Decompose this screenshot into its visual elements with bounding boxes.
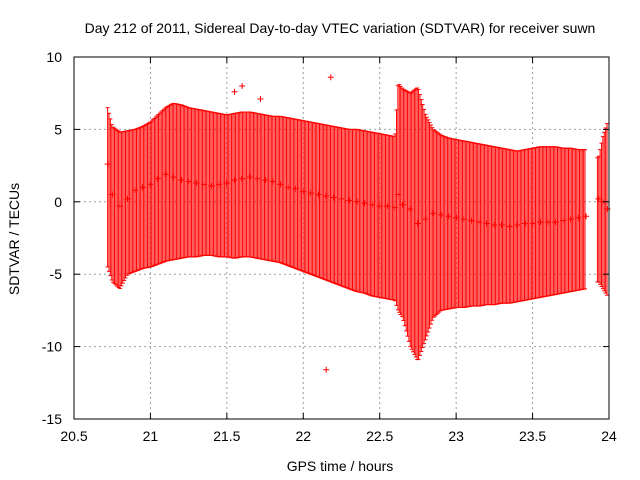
data-point — [491, 221, 498, 228]
data-point — [185, 178, 192, 185]
data-point — [269, 178, 276, 185]
data-point — [384, 203, 391, 210]
data-point — [193, 179, 200, 186]
x-tick-label: 20.5 — [60, 428, 87, 444]
y-tick-label: -10 — [42, 339, 62, 355]
x-tick-label: 24 — [601, 428, 617, 444]
data-point — [353, 198, 360, 205]
data-point — [109, 191, 116, 198]
data-point — [315, 191, 322, 198]
outlier-point — [231, 88, 238, 95]
x-axis-title: GPS time / hours — [287, 458, 394, 474]
data-point — [376, 203, 383, 210]
data-point — [330, 194, 337, 201]
data-point — [560, 217, 567, 224]
data-point — [544, 219, 551, 226]
y-tick-label: 5 — [54, 121, 62, 137]
data-point — [395, 191, 402, 198]
data-point — [246, 174, 253, 181]
data-point — [262, 177, 269, 184]
x-tick-label: 21.5 — [213, 428, 240, 444]
data-point — [575, 214, 582, 221]
data-point — [124, 195, 131, 202]
x-tick-label: 21 — [143, 428, 159, 444]
data-point — [223, 179, 230, 186]
data-point — [460, 216, 467, 223]
x-tick-label: 23.5 — [519, 428, 546, 444]
y-tick-label: 0 — [54, 194, 62, 210]
data-point — [162, 171, 169, 178]
data-point — [292, 185, 299, 192]
data-point — [369, 201, 376, 208]
data-point — [468, 217, 475, 224]
data-layer — [104, 74, 611, 373]
data-point — [338, 195, 345, 202]
tick-layer: 20.5 21 21.5 22 22.5 23 23.5 24 -15 -10 -5 0 5 10 — [42, 49, 617, 444]
data-point — [437, 211, 444, 218]
data-point — [361, 200, 368, 207]
x-tick-label: 22 — [295, 428, 311, 444]
data-point — [414, 220, 421, 227]
data-point — [399, 201, 406, 208]
data-point — [422, 216, 429, 223]
data-point — [521, 220, 528, 227]
plot-frame — [73, 56, 610, 420]
x-tick-label: 22.5 — [366, 428, 393, 444]
x-tick-label: 23 — [448, 428, 464, 444]
data-point — [595, 195, 602, 202]
data-point — [116, 203, 123, 210]
data-point — [307, 190, 314, 197]
outlier-point — [257, 95, 264, 102]
data-point — [216, 181, 223, 188]
data-point — [208, 182, 215, 189]
data-point — [445, 213, 452, 220]
data-point — [104, 161, 111, 168]
data-point — [407, 206, 414, 213]
data-point — [285, 184, 291, 191]
data-point — [178, 177, 184, 184]
data-point — [483, 220, 490, 227]
data-point — [155, 175, 162, 182]
data-point — [537, 219, 544, 226]
outlier-point — [239, 82, 246, 89]
data-point — [476, 219, 483, 226]
data-point — [200, 181, 207, 188]
data-point — [300, 188, 307, 195]
data-point — [430, 210, 437, 217]
data-point — [346, 197, 353, 204]
data-point — [277, 181, 284, 188]
data-point — [583, 213, 590, 220]
data-point — [392, 204, 398, 211]
y-tick-label: -15 — [42, 411, 62, 427]
chart-title: Day 212 of 2011, Sidereal Day-to-day VTE… — [85, 20, 596, 36]
data-point — [239, 175, 246, 182]
data-point — [552, 219, 559, 226]
data-point — [514, 221, 521, 228]
data-point — [453, 214, 460, 221]
y-axis-title: SDTVAR / TECUs — [6, 183, 22, 295]
data-point — [147, 181, 154, 188]
y-tick-label: 10 — [46, 49, 62, 65]
y-tick-label: -5 — [50, 266, 63, 282]
data-point — [132, 187, 139, 194]
data-point — [323, 193, 330, 200]
data-point — [170, 174, 177, 181]
data-point — [529, 220, 536, 227]
data-point — [499, 221, 505, 228]
data-point — [254, 175, 261, 182]
data-point — [506, 223, 513, 230]
data-point — [139, 184, 146, 191]
outlier-point — [327, 74, 334, 81]
data-point — [231, 177, 238, 184]
outlier-point — [323, 366, 330, 373]
data-point — [567, 216, 574, 223]
